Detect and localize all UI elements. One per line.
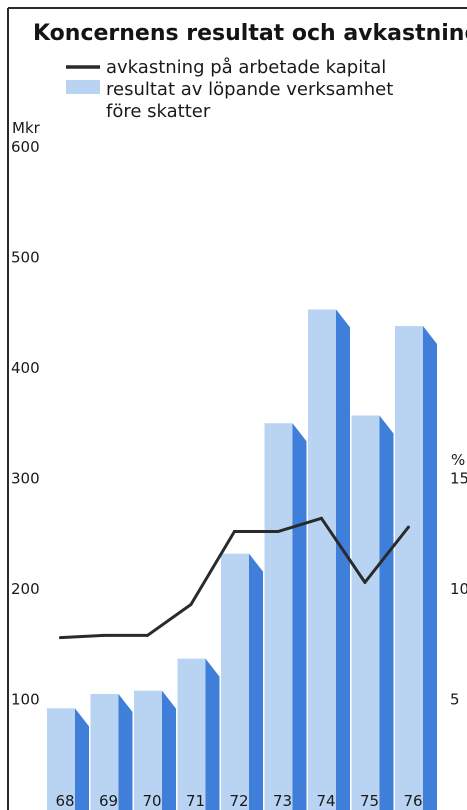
- y-right-unit: %: [451, 451, 465, 469]
- x-tick-label: 75: [360, 792, 379, 810]
- bars: [47, 309, 437, 810]
- x-tick-label: 73: [273, 792, 292, 810]
- bar-front: [264, 423, 293, 810]
- bar-front: [134, 690, 162, 810]
- x-tick-label: 69: [99, 792, 118, 810]
- bar-side: [118, 693, 133, 810]
- y-left-tick-label: 400: [11, 359, 40, 377]
- bar-side: [162, 690, 176, 810]
- y-right-tick-label: 10: [450, 580, 467, 598]
- bar-side: [423, 326, 437, 810]
- y-left-tick-label: 100: [11, 691, 40, 709]
- bar-side: [75, 708, 89, 810]
- line-point: [363, 580, 367, 584]
- bar-front: [90, 693, 119, 810]
- x-ticks: 68 69 70 71 72 73 74 75 76: [55, 792, 422, 810]
- line-layer: [58, 516, 410, 640]
- bar-side: [292, 423, 307, 810]
- line-point: [189, 602, 193, 606]
- y-right-ticks: 15 10 5: [450, 470, 467, 709]
- legend-bar-label-line1: resultat av löpande verksamhet: [106, 79, 393, 100]
- x-tick-label: 71: [186, 792, 205, 810]
- line-point: [276, 530, 280, 534]
- bar-side: [379, 415, 394, 810]
- y-left-unit: Mkr: [12, 119, 41, 137]
- legend-bar-swatch: [66, 80, 100, 94]
- y-right-tick-label: 5: [450, 691, 460, 709]
- x-tick-label: 74: [316, 792, 335, 810]
- x-tick-label: 76: [403, 792, 422, 810]
- line-point: [406, 525, 410, 529]
- legend-line-label: avkastning på arbetade kapital: [106, 57, 386, 78]
- line-point: [58, 636, 62, 640]
- y-right-tick-label: 15: [450, 470, 467, 488]
- bar-front: [177, 658, 206, 810]
- line-point: [145, 633, 149, 637]
- bar-front: [47, 708, 75, 810]
- y-left-tick-label: 600: [11, 138, 40, 156]
- bar-side: [336, 309, 350, 810]
- bar-front: [351, 415, 380, 810]
- y-left-tick-label: 200: [11, 580, 40, 598]
- x-tick-label: 72: [229, 792, 248, 810]
- line-point: [102, 633, 106, 637]
- bar-front: [308, 309, 336, 810]
- chart-title: Koncernens resultat och avkastning: [33, 21, 467, 46]
- bar-side: [249, 553, 263, 810]
- y-left-tick-label: 500: [11, 249, 40, 267]
- bar-front: [395, 326, 423, 810]
- line-point: [232, 530, 236, 534]
- bar-side: [205, 658, 220, 810]
- legend: avkastning på arbetade kapital resultat …: [66, 57, 393, 122]
- y-left-ticks: 600 500 400 300 200 100: [11, 138, 40, 709]
- legend-bar-label-line2: före skatter: [106, 101, 211, 122]
- x-tick-label: 70: [142, 792, 161, 810]
- y-left-tick-label: 300: [11, 470, 40, 488]
- x-tick-label: 68: [55, 792, 74, 810]
- line-point: [319, 516, 323, 520]
- bar-front: [221, 553, 249, 810]
